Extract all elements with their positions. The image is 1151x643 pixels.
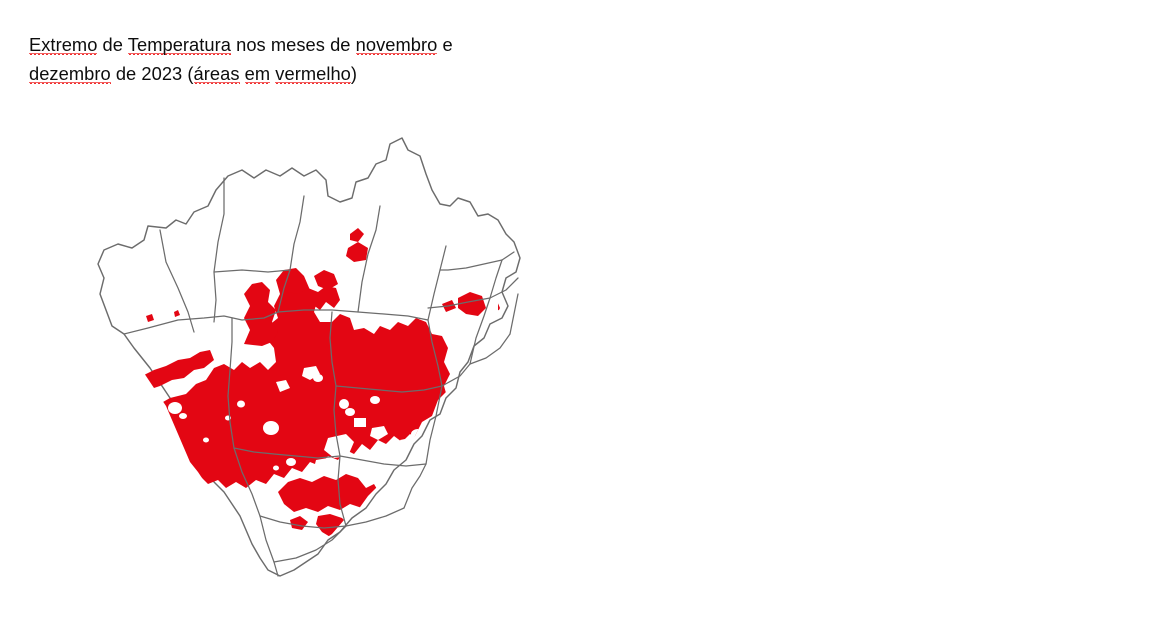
- spellcheck-word: Extremo: [29, 34, 98, 55]
- spellcheck-word: novembro: [355, 34, 438, 55]
- spellcheck-word: em: [244, 63, 271, 84]
- spellcheck-word: vermelho: [275, 63, 351, 84]
- spellcheck-word: dezembro: [29, 63, 111, 84]
- panel-drought-recurrence: Recorrência de Secas e Extremo de Temper…: [575, 0, 1151, 643]
- state-borders-left: [123, 177, 519, 577]
- panel-temperature-extreme: Extremo de Temperatura nos meses de nove…: [0, 0, 575, 643]
- brazil-temperature-extreme-map: [28, 122, 548, 622]
- spellcheck-word: áreas: [193, 63, 240, 84]
- caption-temperature-extreme: Extremo de Temperatura nos meses de nove…: [29, 34, 453, 84]
- spellcheck-word: Temperatura: [127, 34, 231, 55]
